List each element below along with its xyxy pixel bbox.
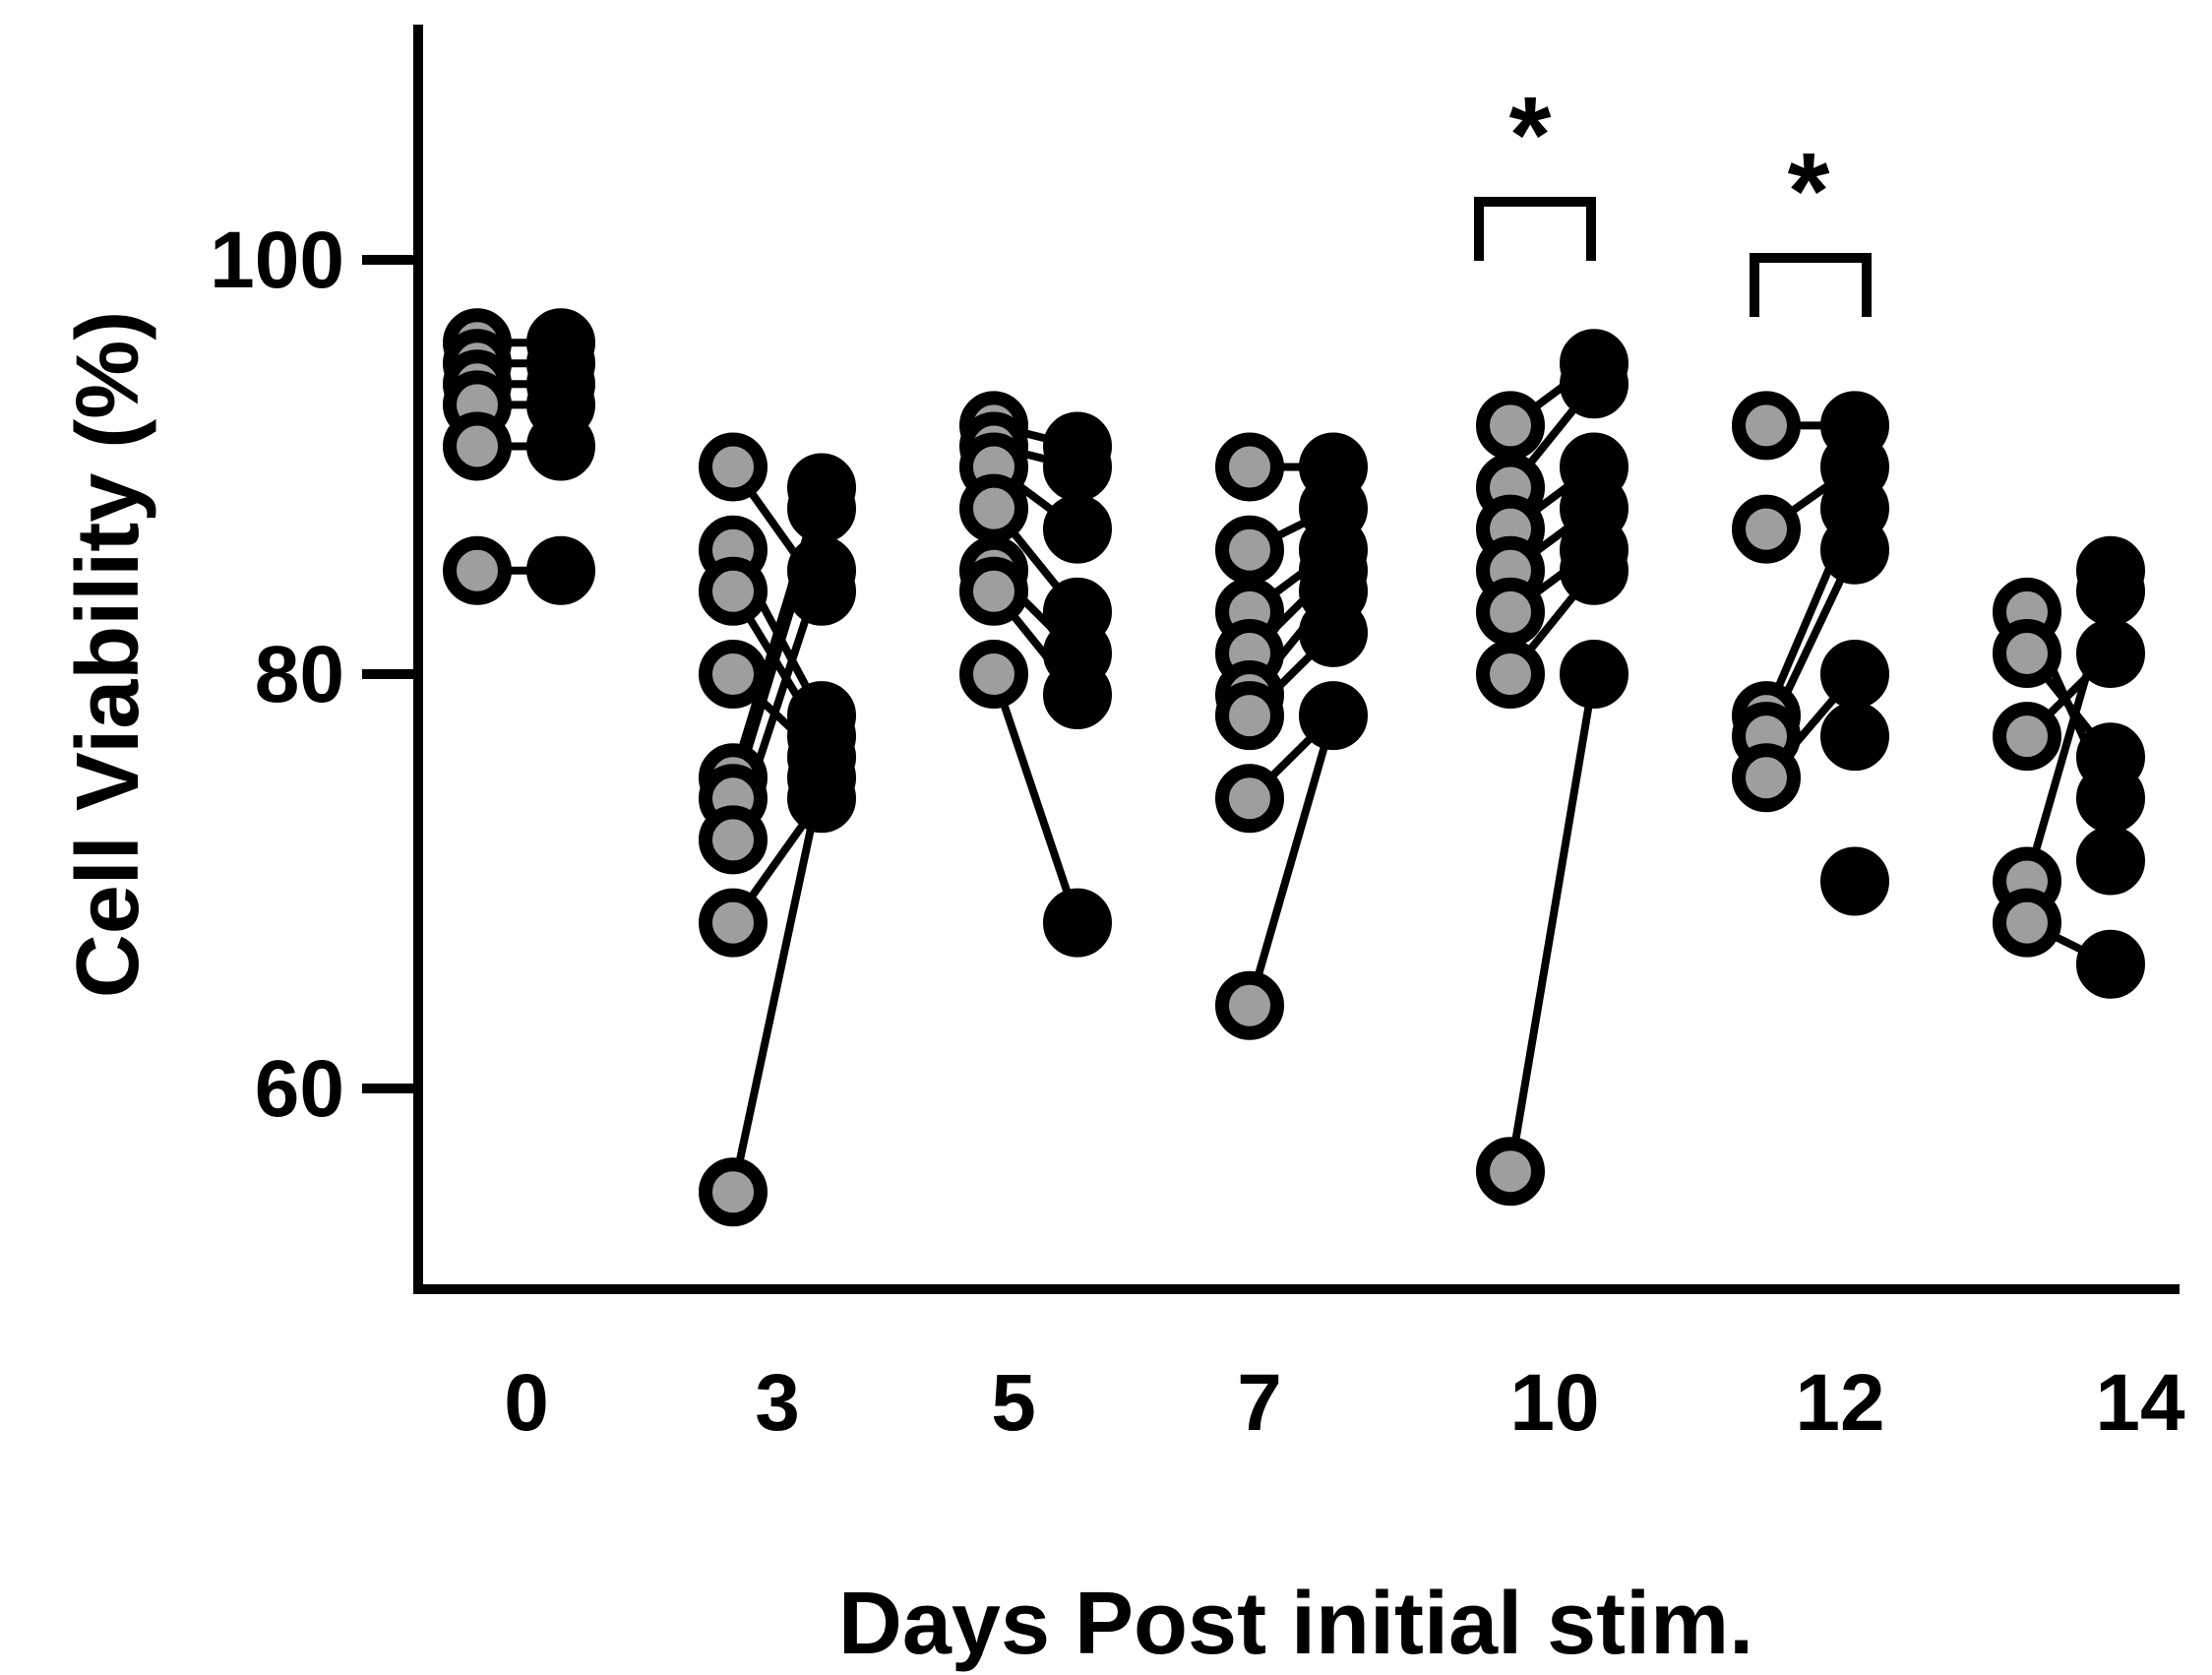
x-axis-title: Days Post initial stim. bbox=[838, 1575, 1753, 1673]
significance-star: * bbox=[1788, 131, 1830, 252]
data-point-filled bbox=[2076, 826, 2145, 896]
pair-line bbox=[1246, 713, 1337, 1007]
data-point-filled bbox=[1299, 681, 1368, 751]
data-point-open bbox=[1732, 743, 1801, 813]
y-tick-label: 80 bbox=[255, 630, 344, 719]
data-point-open bbox=[1993, 888, 2061, 958]
data-point-filled bbox=[2076, 556, 2145, 626]
data-point-filled bbox=[1043, 432, 1112, 502]
data-point-filled bbox=[1043, 888, 1112, 958]
data-point-open bbox=[699, 805, 768, 875]
data-point-open bbox=[443, 411, 512, 481]
data-point-open bbox=[1215, 970, 1284, 1040]
data-point-open bbox=[699, 432, 768, 502]
data-point-open bbox=[959, 556, 1028, 626]
data-point-filled bbox=[1820, 846, 1889, 916]
data-point-filled bbox=[1820, 515, 1889, 585]
data-point-open bbox=[1732, 494, 1801, 564]
x-tick-labels: 0 3 5 7 10 12 14 bbox=[504, 1358, 2185, 1448]
data-point-filled bbox=[787, 556, 856, 626]
y-ticks: 60 80 100 bbox=[210, 216, 418, 1134]
data-point-open bbox=[959, 640, 1028, 709]
data-point-open bbox=[699, 888, 768, 958]
x-tick-label: 3 bbox=[755, 1358, 800, 1448]
data-point-filled bbox=[1299, 597, 1368, 667]
significance-annotations: * * bbox=[1474, 75, 1872, 317]
x-tick-label: 7 bbox=[1237, 1358, 1282, 1448]
data-point-open bbox=[1732, 391, 1801, 461]
x-tick-label: 5 bbox=[991, 1358, 1036, 1448]
data-point-filled bbox=[787, 473, 856, 543]
data-point-filled bbox=[526, 411, 595, 481]
data-point-filled bbox=[1820, 702, 1889, 772]
pair-line bbox=[990, 672, 1081, 924]
data-point-open bbox=[1993, 702, 2061, 772]
data-point-filled bbox=[1043, 494, 1112, 564]
data-point-open bbox=[443, 535, 512, 605]
data-point-filled bbox=[1560, 640, 1628, 709]
data-points bbox=[443, 308, 2145, 1227]
data-point-open bbox=[699, 1157, 768, 1227]
data-point-open bbox=[1476, 391, 1545, 461]
significance-star: * bbox=[1509, 75, 1552, 196]
data-point-open bbox=[1993, 618, 2061, 688]
data-point-filled bbox=[2076, 929, 2145, 999]
x-tick-label: 12 bbox=[1795, 1358, 1884, 1448]
data-point-filled bbox=[526, 535, 595, 605]
data-point-open bbox=[1476, 577, 1545, 647]
data-point-filled bbox=[1820, 640, 1889, 709]
data-point-open bbox=[1215, 764, 1284, 834]
data-point-filled bbox=[1560, 535, 1628, 605]
significance-bracket bbox=[1750, 253, 1872, 317]
axes bbox=[413, 25, 2180, 1294]
y-tick-label: 100 bbox=[210, 216, 344, 305]
data-point-open bbox=[1476, 640, 1545, 709]
x-tick-label: 10 bbox=[1509, 1358, 1599, 1448]
data-point-open bbox=[1215, 432, 1284, 502]
data-point-filled bbox=[2076, 618, 2145, 688]
data-point-open bbox=[1215, 681, 1284, 751]
significance-bracket bbox=[1474, 197, 1596, 261]
data-point-filled bbox=[1560, 349, 1628, 419]
pair-line bbox=[729, 776, 826, 1194]
data-point-open bbox=[959, 473, 1028, 543]
x-tick-label: 0 bbox=[504, 1358, 549, 1448]
data-point-open bbox=[699, 556, 768, 626]
data-point-open bbox=[1476, 1137, 1545, 1207]
pair-line bbox=[1506, 673, 1598, 1172]
data-point-open bbox=[699, 640, 768, 709]
data-point-filled bbox=[787, 764, 856, 834]
y-tick-label: 60 bbox=[255, 1044, 344, 1134]
y-axis-title: Cell Viability (%) bbox=[59, 311, 157, 999]
data-point-filled bbox=[2076, 764, 2145, 834]
x-tick-label: 14 bbox=[2095, 1358, 2185, 1448]
data-point-filled bbox=[1043, 660, 1112, 730]
data-point-open bbox=[1215, 515, 1284, 585]
